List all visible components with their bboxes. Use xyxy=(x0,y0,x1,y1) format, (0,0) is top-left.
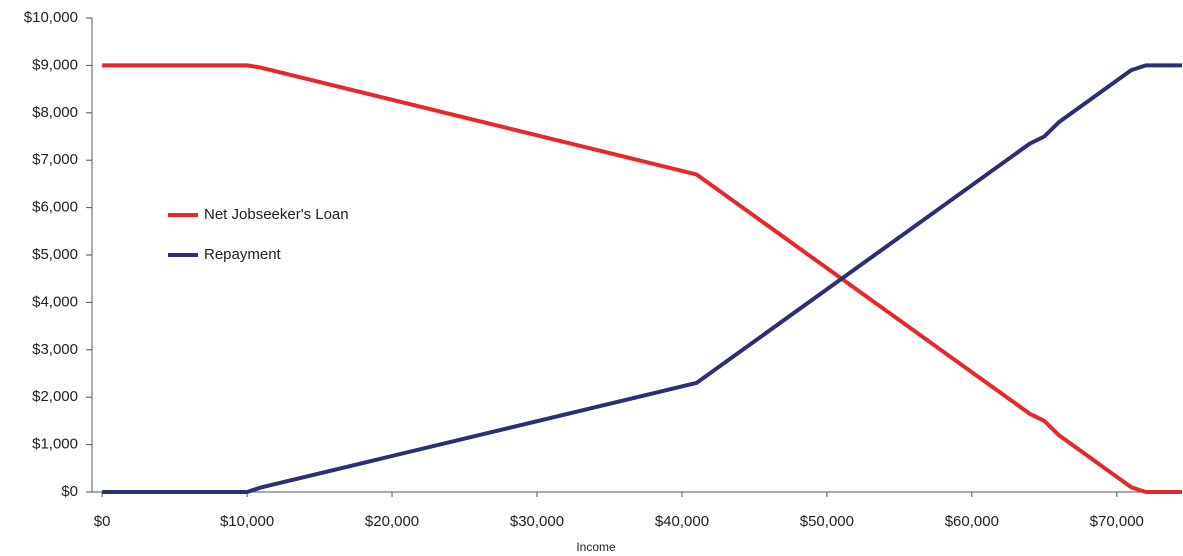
y-tick-label: $5,000 xyxy=(32,246,78,263)
x-tick-label: $60,000 xyxy=(945,513,999,530)
x-tick-label: $20,000 xyxy=(365,513,419,530)
y-tick-label: $4,000 xyxy=(32,293,78,310)
x-tick-label: $0 xyxy=(94,513,111,530)
y-tick-label: $10,000 xyxy=(24,9,78,26)
y-tick-label: $6,000 xyxy=(32,199,78,216)
y-tick-label: $0 xyxy=(61,483,78,500)
y-tick-label: $3,000 xyxy=(32,341,78,358)
series-line xyxy=(102,63,1182,494)
y-tick-label: $7,000 xyxy=(32,151,78,168)
legend-label: Net Jobseeker's Loan xyxy=(204,206,349,223)
x-axis-label: Income xyxy=(576,540,616,554)
y-tick-label: $2,000 xyxy=(32,388,78,405)
y-tick-label: $9,000 xyxy=(32,56,78,73)
y-tick-label: $8,000 xyxy=(32,104,78,121)
y-tick-label: $1,000 xyxy=(32,436,78,453)
x-tick-label: $70,000 xyxy=(1090,513,1144,530)
x-tick-label: $40,000 xyxy=(655,513,709,530)
x-tick-label: $50,000 xyxy=(800,513,854,530)
series-line xyxy=(102,63,1182,494)
x-tick-label: $30,000 xyxy=(510,513,564,530)
x-tick-label: $10,000 xyxy=(220,513,274,530)
legend-label: Repayment xyxy=(204,246,282,263)
